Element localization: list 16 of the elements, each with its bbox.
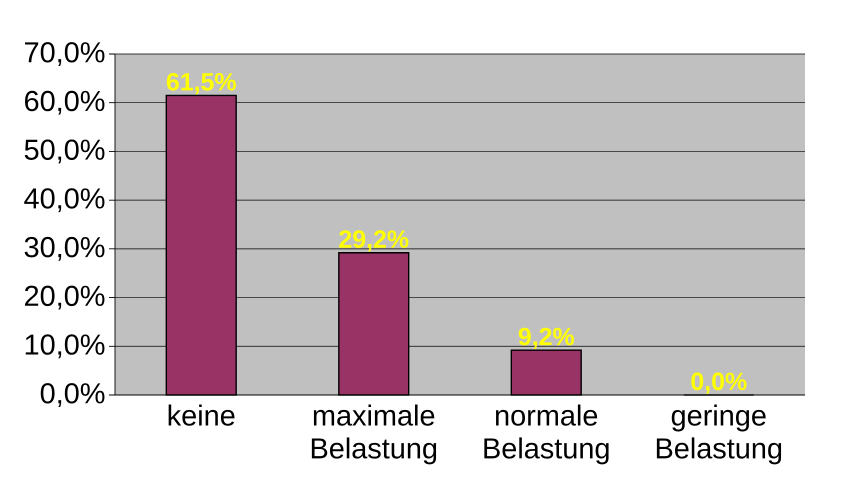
y-tick-label: 10,0% <box>26 334 104 358</box>
data-label: 61,5% <box>166 72 236 94</box>
x-tick-label: geringe Belastung <box>656 404 782 464</box>
y-tick-label: 50,0% <box>24 139 104 164</box>
data-label: 29,2% <box>339 230 408 252</box>
x-tick-label: keine <box>168 404 234 426</box>
y-tick-label: 30,0% <box>24 236 104 261</box>
x-tick-label: maximale Belastung <box>312 404 436 464</box>
y-tick-label: 0,0% <box>40 383 104 407</box>
y-tick-label: 60,0% <box>25 90 104 115</box>
y-tick-label: 20,0% <box>25 286 104 310</box>
data-label: 9,2% <box>518 328 574 349</box>
y-tick-label: 40,0% <box>24 188 104 212</box>
y-tick-label: 70,0% <box>25 42 104 66</box>
data-label: 0,0% <box>691 372 746 394</box>
x-tick-label: normale Belastung <box>484 404 609 464</box>
